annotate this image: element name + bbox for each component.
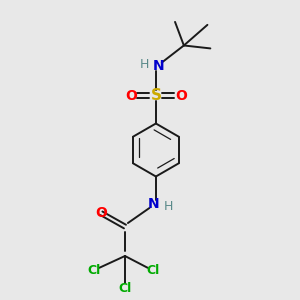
- Text: N: N: [152, 59, 164, 73]
- Text: N: N: [148, 197, 159, 212]
- Text: Cl: Cl: [146, 264, 160, 277]
- Text: H: H: [164, 200, 173, 213]
- Text: S: S: [150, 88, 161, 103]
- Text: H: H: [140, 58, 149, 71]
- Text: O: O: [175, 88, 187, 103]
- Text: Cl: Cl: [118, 282, 132, 295]
- Text: Cl: Cl: [87, 264, 101, 277]
- Text: O: O: [95, 206, 107, 220]
- Text: O: O: [125, 88, 137, 103]
